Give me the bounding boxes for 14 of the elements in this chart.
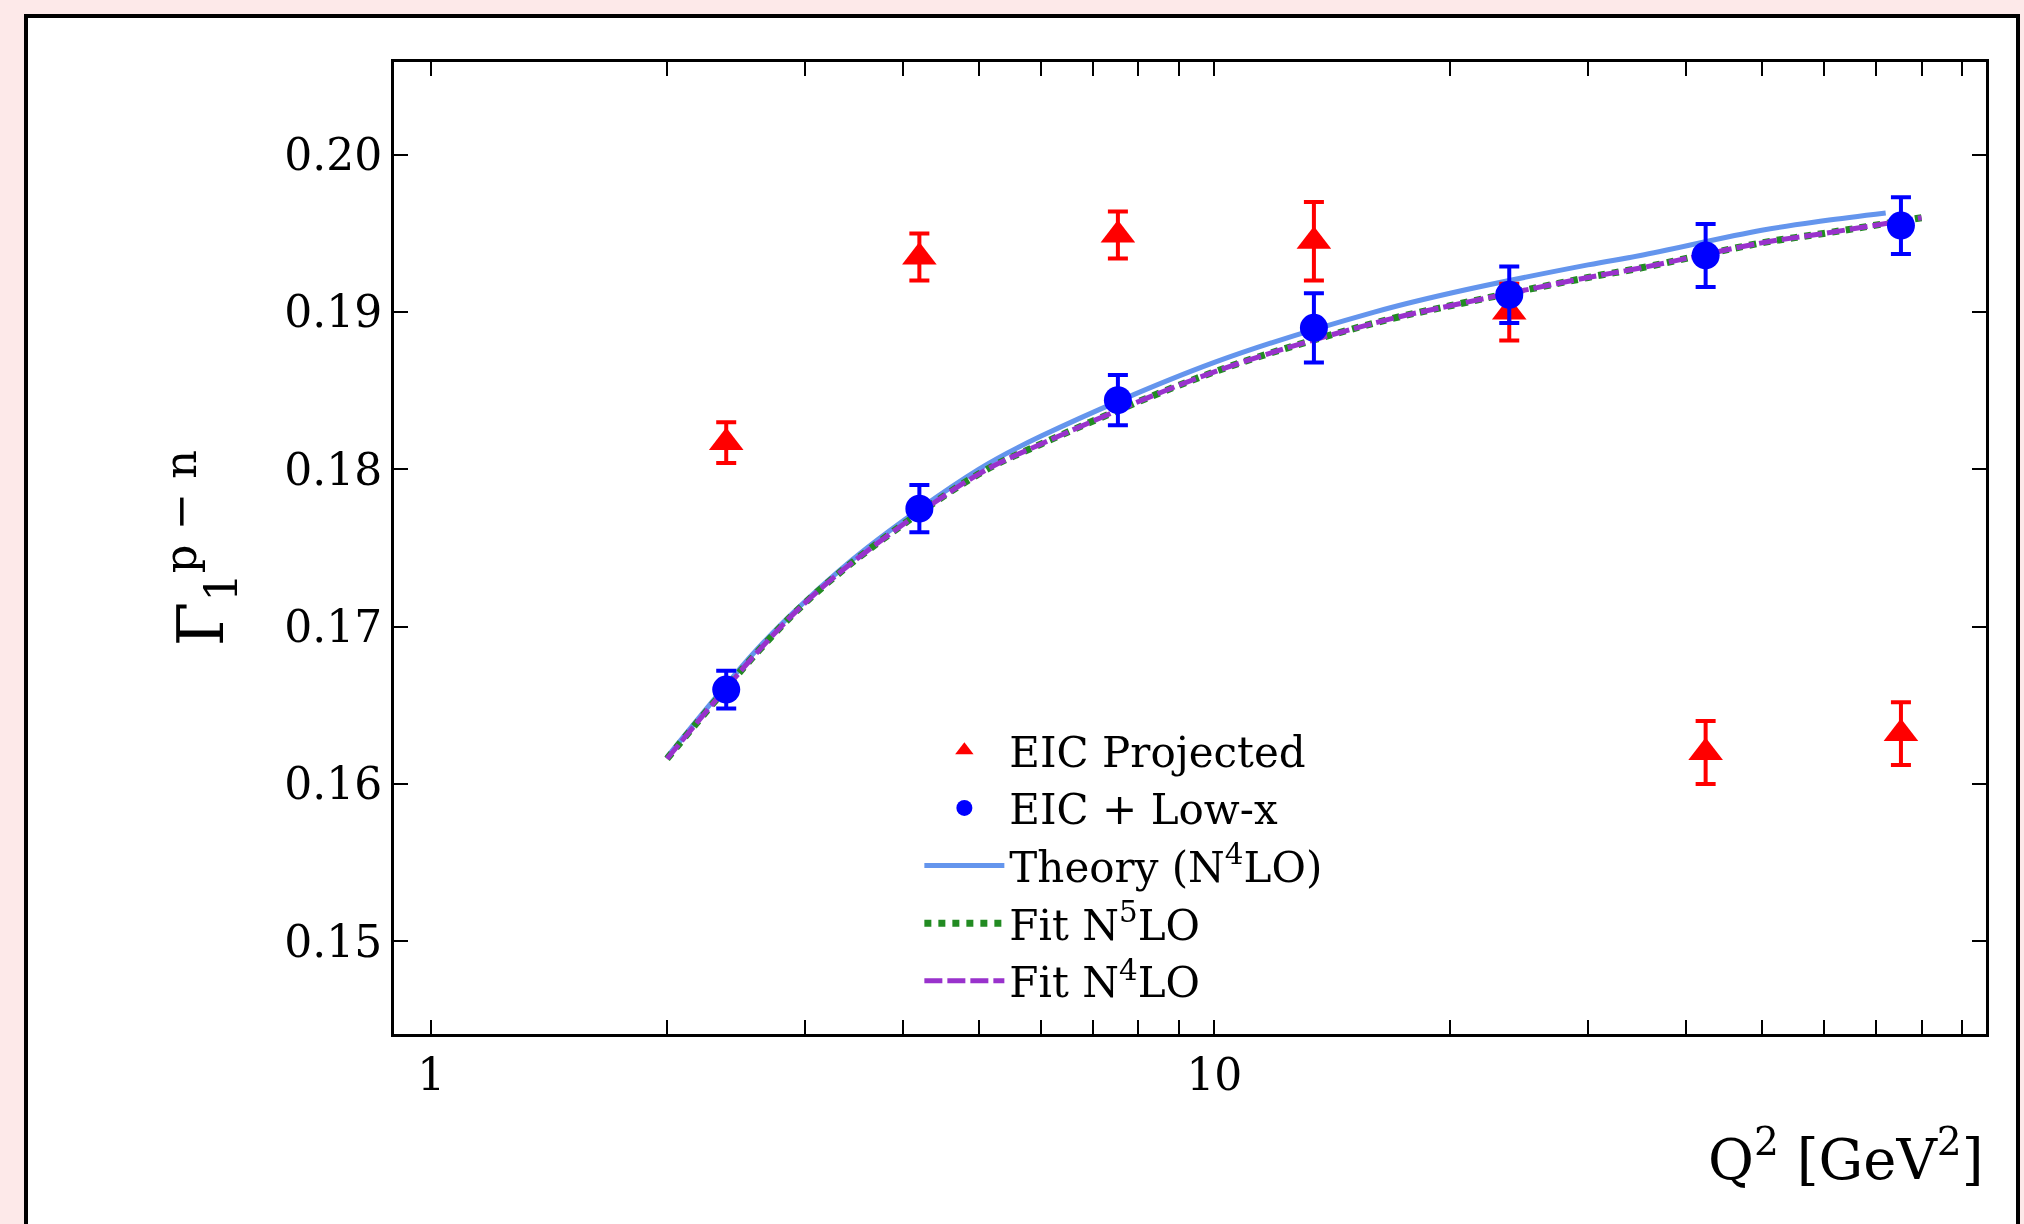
y-tick-label: 0.15: [284, 915, 383, 967]
legend-label: Theory (N$^{4}$LO): [1009, 837, 1323, 892]
legend-label: Fit N$^{5}$LO: [1009, 894, 1200, 950]
x-tick-label: 10: [1186, 1048, 1243, 1100]
legend-label: EIC Projected: [1009, 727, 1306, 777]
y-tick-label: 0.16: [284, 758, 383, 810]
x-tick-label: 1: [417, 1048, 446, 1100]
x-axis-title: Q$^{2}$ [GeV$^{2}$]: [1708, 1119, 1984, 1192]
legend-label: EIC + Low-x: [1009, 785, 1278, 835]
y-tick-label: 0.18: [284, 443, 383, 495]
legend-label: Fit N$^{4}$LO: [1009, 952, 1200, 1008]
y-tick-label: 0.20: [284, 129, 383, 181]
y-tick-label: 0.19: [284, 286, 383, 338]
y-tick-label: 0.17: [284, 601, 383, 653]
